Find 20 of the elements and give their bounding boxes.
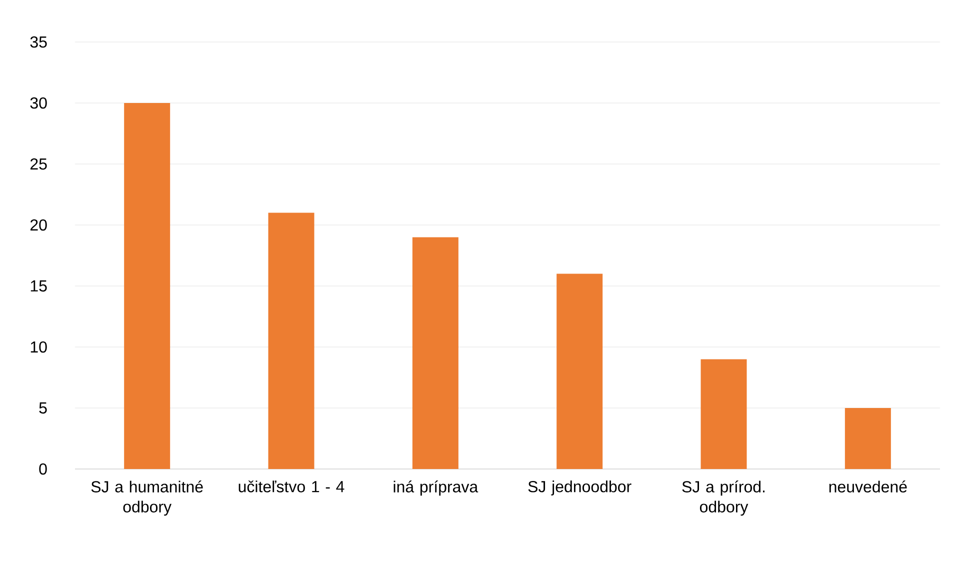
y-tick-label: 0 — [39, 463, 47, 475]
y-tick-label: 5 — [39, 402, 47, 414]
bar — [844, 408, 891, 469]
y-tick-label: 20 — [30, 219, 47, 231]
x-tick-label: SJ a prírod. odbory — [682, 480, 765, 516]
y-tick-label: 30 — [30, 97, 47, 109]
bar — [124, 103, 170, 469]
y-tick-label: 35 — [30, 36, 47, 48]
bar — [412, 237, 458, 469]
bar — [268, 212, 314, 469]
y-tick-label: 15 — [30, 280, 47, 292]
x-tick-label: neuvedené — [829, 480, 907, 492]
bar — [556, 274, 603, 469]
x-tick-label: iná príprava — [394, 480, 478, 496]
bar — [700, 359, 747, 469]
x-tick-label: SJ a humanitné odbory — [91, 480, 203, 516]
y-tick-label: 10 — [30, 341, 47, 353]
x-tick-label: SJ jednoodbor — [528, 480, 632, 496]
y-tick-label: 25 — [30, 158, 47, 170]
x-tick-label: učiteľstvo 1 - 4 — [238, 480, 344, 492]
